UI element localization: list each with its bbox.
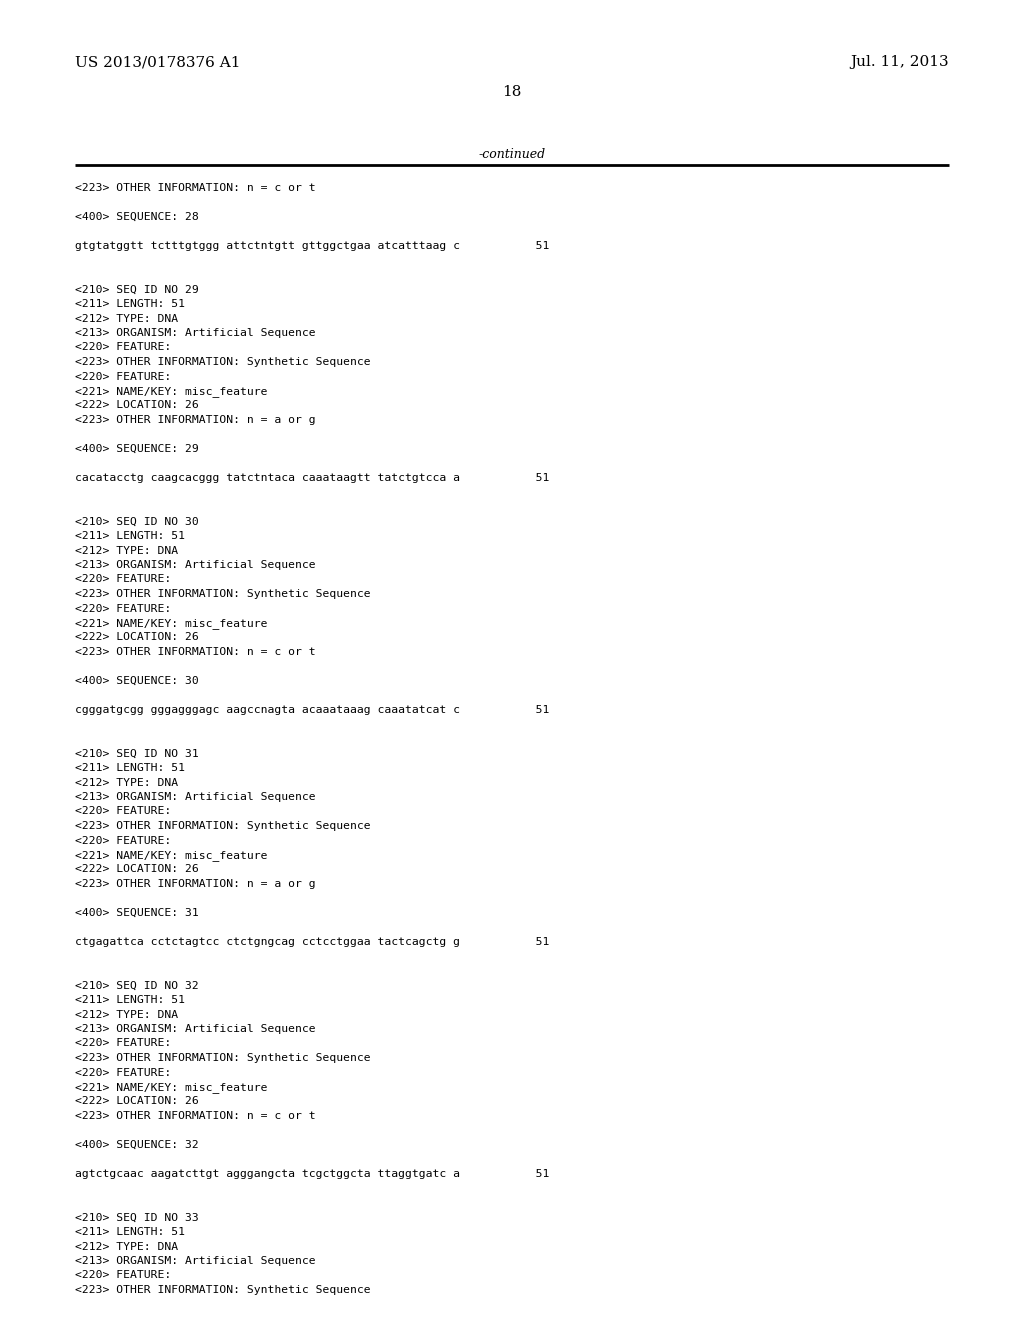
Text: <222> LOCATION: 26: <222> LOCATION: 26 bbox=[75, 865, 199, 874]
Text: <223> OTHER INFORMATION: n = c or t: <223> OTHER INFORMATION: n = c or t bbox=[75, 647, 315, 657]
Text: <223> OTHER INFORMATION: n = c or t: <223> OTHER INFORMATION: n = c or t bbox=[75, 183, 315, 193]
Text: <222> LOCATION: 26: <222> LOCATION: 26 bbox=[75, 632, 199, 643]
Text: <211> LENGTH: 51: <211> LENGTH: 51 bbox=[75, 300, 185, 309]
Text: agtctgcaac aagatcttgt agggangcta tcgctggcta ttaggtgatc a           51: agtctgcaac aagatcttgt agggangcta tcgctgg… bbox=[75, 1170, 549, 1179]
Text: <223> OTHER INFORMATION: Synthetic Sequence: <223> OTHER INFORMATION: Synthetic Seque… bbox=[75, 356, 371, 367]
Text: <221> NAME/KEY: misc_feature: <221> NAME/KEY: misc_feature bbox=[75, 1082, 267, 1093]
Text: <210> SEQ ID NO 31: <210> SEQ ID NO 31 bbox=[75, 748, 199, 759]
Text: <220> FEATURE:: <220> FEATURE: bbox=[75, 574, 171, 585]
Text: <220> FEATURE:: <220> FEATURE: bbox=[75, 1270, 171, 1280]
Text: gtgtatggtt tctttgtggg attctntgtt gttggctgaa atcatttaag c           51: gtgtatggtt tctttgtggg attctntgtt gttggct… bbox=[75, 242, 549, 251]
Text: <210> SEQ ID NO 30: <210> SEQ ID NO 30 bbox=[75, 516, 199, 527]
Text: <221> NAME/KEY: misc_feature: <221> NAME/KEY: misc_feature bbox=[75, 618, 267, 628]
Text: <210> SEQ ID NO 29: <210> SEQ ID NO 29 bbox=[75, 285, 199, 294]
Text: <400> SEQUENCE: 28: <400> SEQUENCE: 28 bbox=[75, 213, 199, 222]
Text: <212> TYPE: DNA: <212> TYPE: DNA bbox=[75, 545, 178, 556]
Text: <220> FEATURE:: <220> FEATURE: bbox=[75, 1068, 171, 1077]
Text: <223> OTHER INFORMATION: Synthetic Sequence: <223> OTHER INFORMATION: Synthetic Seque… bbox=[75, 1053, 371, 1063]
Text: <210> SEQ ID NO 33: <210> SEQ ID NO 33 bbox=[75, 1213, 199, 1222]
Text: <222> LOCATION: 26: <222> LOCATION: 26 bbox=[75, 400, 199, 411]
Text: <220> FEATURE:: <220> FEATURE: bbox=[75, 807, 171, 817]
Text: <210> SEQ ID NO 32: <210> SEQ ID NO 32 bbox=[75, 981, 199, 990]
Text: <223> OTHER INFORMATION: Synthetic Sequence: <223> OTHER INFORMATION: Synthetic Seque… bbox=[75, 1284, 371, 1295]
Text: cgggatgcgg gggagggagc aagccnagta acaaataaag caaatatcat c           51: cgggatgcgg gggagggagc aagccnagta acaaata… bbox=[75, 705, 549, 715]
Text: <220> FEATURE:: <220> FEATURE: bbox=[75, 342, 171, 352]
Text: <213> ORGANISM: Artificial Sequence: <213> ORGANISM: Artificial Sequence bbox=[75, 560, 315, 570]
Text: <213> ORGANISM: Artificial Sequence: <213> ORGANISM: Artificial Sequence bbox=[75, 792, 315, 803]
Text: -continued: -continued bbox=[478, 148, 546, 161]
Text: <211> LENGTH: 51: <211> LENGTH: 51 bbox=[75, 531, 185, 541]
Text: 18: 18 bbox=[503, 84, 521, 99]
Text: <220> FEATURE:: <220> FEATURE: bbox=[75, 603, 171, 614]
Text: <220> FEATURE:: <220> FEATURE: bbox=[75, 836, 171, 846]
Text: <212> TYPE: DNA: <212> TYPE: DNA bbox=[75, 1242, 178, 1251]
Text: <220> FEATURE:: <220> FEATURE: bbox=[75, 371, 171, 381]
Text: <212> TYPE: DNA: <212> TYPE: DNA bbox=[75, 314, 178, 323]
Text: Jul. 11, 2013: Jul. 11, 2013 bbox=[850, 55, 949, 69]
Text: ctgagattca cctctagtcc ctctgngcag cctcctggaa tactcagctg g           51: ctgagattca cctctagtcc ctctgngcag cctcctg… bbox=[75, 937, 549, 946]
Text: <222> LOCATION: 26: <222> LOCATION: 26 bbox=[75, 1097, 199, 1106]
Text: <223> OTHER INFORMATION: n = a or g: <223> OTHER INFORMATION: n = a or g bbox=[75, 879, 315, 888]
Text: <400> SEQUENCE: 32: <400> SEQUENCE: 32 bbox=[75, 1140, 199, 1150]
Text: <220> FEATURE:: <220> FEATURE: bbox=[75, 1039, 171, 1048]
Text: <400> SEQUENCE: 30: <400> SEQUENCE: 30 bbox=[75, 676, 199, 686]
Text: <223> OTHER INFORMATION: n = c or t: <223> OTHER INFORMATION: n = c or t bbox=[75, 1111, 315, 1121]
Text: US 2013/0178376 A1: US 2013/0178376 A1 bbox=[75, 55, 241, 69]
Text: <212> TYPE: DNA: <212> TYPE: DNA bbox=[75, 1010, 178, 1019]
Text: <211> LENGTH: 51: <211> LENGTH: 51 bbox=[75, 995, 185, 1005]
Text: <221> NAME/KEY: misc_feature: <221> NAME/KEY: misc_feature bbox=[75, 385, 267, 397]
Text: <211> LENGTH: 51: <211> LENGTH: 51 bbox=[75, 763, 185, 774]
Text: <213> ORGANISM: Artificial Sequence: <213> ORGANISM: Artificial Sequence bbox=[75, 1024, 315, 1034]
Text: <223> OTHER INFORMATION: Synthetic Sequence: <223> OTHER INFORMATION: Synthetic Seque… bbox=[75, 821, 371, 832]
Text: <400> SEQUENCE: 31: <400> SEQUENCE: 31 bbox=[75, 908, 199, 917]
Text: <223> OTHER INFORMATION: n = a or g: <223> OTHER INFORMATION: n = a or g bbox=[75, 414, 315, 425]
Text: cacatacctg caagcacggg tatctntaca caaataagtt tatctgtcca a           51: cacatacctg caagcacggg tatctntaca caaataa… bbox=[75, 473, 549, 483]
Text: <400> SEQUENCE: 29: <400> SEQUENCE: 29 bbox=[75, 444, 199, 454]
Text: <221> NAME/KEY: misc_feature: <221> NAME/KEY: misc_feature bbox=[75, 850, 267, 861]
Text: <213> ORGANISM: Artificial Sequence: <213> ORGANISM: Artificial Sequence bbox=[75, 1257, 315, 1266]
Text: <223> OTHER INFORMATION: Synthetic Sequence: <223> OTHER INFORMATION: Synthetic Seque… bbox=[75, 589, 371, 599]
Text: <211> LENGTH: 51: <211> LENGTH: 51 bbox=[75, 1228, 185, 1237]
Text: <213> ORGANISM: Artificial Sequence: <213> ORGANISM: Artificial Sequence bbox=[75, 327, 315, 338]
Text: <212> TYPE: DNA: <212> TYPE: DNA bbox=[75, 777, 178, 788]
